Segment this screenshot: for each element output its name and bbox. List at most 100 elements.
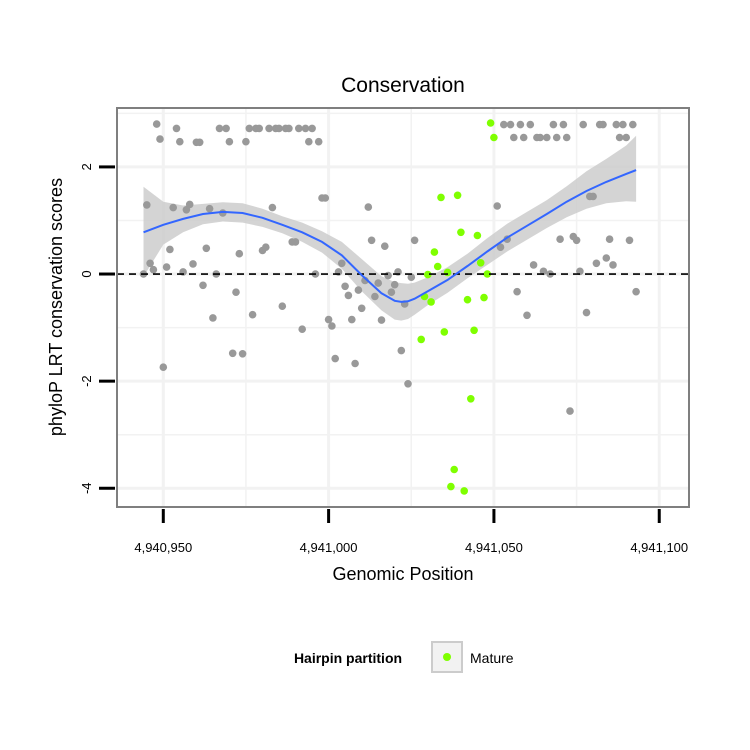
data-point-other: [364, 203, 373, 211]
data-point-other: [291, 238, 300, 246]
data-point-other: [328, 322, 336, 330]
y-tick-label: -2: [79, 375, 94, 387]
smooth-line: [143, 169, 637, 303]
data-point-other: [543, 133, 551, 142]
data-point-other: [143, 201, 151, 209]
data-point-other: [195, 138, 204, 147]
data-point-other: [599, 120, 607, 129]
data-point-other: [404, 380, 412, 388]
legend-mature-swatch: [443, 653, 451, 661]
data-point-other: [344, 291, 353, 300]
data-point-other: [539, 267, 548, 276]
data-point-mature: [427, 298, 435, 306]
data-point-other: [493, 202, 502, 210]
data-point-other: [228, 349, 237, 358]
data-point-mature: [480, 293, 488, 302]
panel-border: [116, 107, 690, 508]
data-point-mature: [457, 228, 465, 237]
data-point-other: [609, 261, 617, 269]
data-point-mature: [433, 262, 442, 271]
data-point-mature: [460, 487, 469, 495]
data-point-other: [559, 120, 568, 129]
data-point-other: [348, 315, 356, 324]
data-point-other: [308, 124, 316, 133]
data-point-mature: [424, 270, 432, 279]
data-point-other: [225, 137, 234, 146]
data-point-other: [556, 235, 564, 243]
data-point-other: [242, 137, 250, 146]
data-point-other: [209, 314, 217, 322]
data-point-other: [615, 133, 624, 142]
data-point-other: [354, 286, 363, 294]
data-point-mature: [490, 133, 498, 142]
data-point-other: [572, 236, 581, 245]
data-point-other: [159, 363, 168, 372]
data-point-other: [314, 137, 323, 146]
data-point-other: [374, 279, 383, 287]
data-point-mature: [453, 191, 462, 200]
data-point-other: [510, 133, 518, 142]
y-axis-title: phyloP LRT conservation scores: [46, 178, 66, 436]
y-tick-label: -4: [79, 482, 94, 494]
data-point-other: [500, 120, 508, 129]
series-mature: [417, 119, 498, 495]
data-point-other: [384, 271, 392, 280]
data-point-other: [390, 280, 399, 289]
data-point-other: [622, 133, 630, 142]
data-point-other: [381, 242, 389, 250]
data-point-mature: [473, 231, 482, 240]
data-point-other: [371, 292, 379, 301]
data-point-other: [619, 120, 627, 129]
data-point-mature: [470, 326, 478, 335]
data-point-other: [529, 261, 538, 269]
data-point-other: [285, 124, 293, 133]
chart-title: Conservation: [341, 74, 465, 97]
data-point-other: [387, 288, 396, 297]
data-point-other: [235, 249, 244, 258]
data-point-other: [552, 133, 561, 142]
data-point-other: [232, 288, 240, 297]
x-tick-label: 4,941,050: [465, 540, 523, 555]
data-point-mature: [437, 193, 445, 202]
data-point-mature: [443, 268, 452, 277]
data-point-other: [169, 203, 177, 212]
legend: Hairpin partition Mature: [294, 641, 514, 673]
data-point-other: [506, 120, 515, 129]
legend-title: Hairpin partition: [294, 650, 402, 666]
data-point-other: [156, 135, 164, 143]
data-point-other: [351, 359, 359, 368]
data-point-other: [305, 137, 313, 146]
x-tick-label: 4,941,000: [300, 540, 358, 555]
data-point-other: [189, 260, 197, 268]
data-point-other: [338, 259, 346, 268]
data-point-other: [605, 235, 614, 243]
data-point-other: [582, 308, 591, 317]
data-point-mature: [440, 328, 449, 336]
data-point-other: [397, 346, 406, 355]
data-point-mature: [486, 119, 495, 127]
data-point-other: [265, 124, 273, 133]
data-point-other: [592, 259, 601, 268]
data-point-other: [625, 236, 634, 245]
data-point-other: [629, 120, 637, 129]
data-point-other: [589, 192, 597, 201]
data-point-other: [185, 200, 194, 209]
data-point-other: [549, 120, 558, 129]
data-point-other: [248, 310, 257, 319]
data-point-other: [268, 203, 277, 212]
data-point-other: [523, 311, 531, 320]
data-point-other: [215, 124, 224, 133]
data-point-mature: [450, 465, 459, 474]
data-point-other: [576, 267, 584, 276]
data-point-other: [245, 124, 254, 133]
data-point-other: [324, 315, 333, 324]
data-point-other: [238, 350, 247, 358]
data-point-other: [172, 124, 181, 133]
data-point-other: [255, 124, 263, 133]
data-point-other: [202, 244, 211, 253]
data-point-other: [496, 243, 505, 251]
data-point-other: [262, 243, 270, 251]
data-point-other: [176, 137, 184, 146]
data-point-other: [513, 287, 521, 296]
x-tick-label: 4,940,950: [134, 540, 192, 555]
